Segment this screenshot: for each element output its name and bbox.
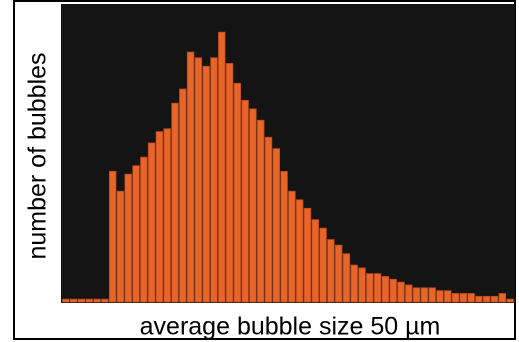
- histogram-bar: [327, 239, 335, 303]
- histogram-bar: [451, 293, 460, 303]
- histogram-bar: [311, 219, 319, 303]
- histogram-bar: [444, 290, 452, 303]
- histogram-bar: [490, 295, 499, 303]
- histogram-bar: [319, 227, 327, 303]
- histogram-bar: [85, 298, 93, 303]
- histogram-bar: [358, 267, 366, 303]
- histogram-bar: [116, 190, 125, 303]
- histogram-bar: [295, 199, 304, 303]
- histogram-bar: [459, 293, 468, 303]
- histogram-bar: [62, 298, 70, 303]
- histogram-bar: [397, 281, 405, 303]
- histogram-bar: [373, 273, 382, 303]
- histogram-bar: [108, 170, 117, 303]
- histogram-bar: [303, 207, 312, 303]
- y-axis-label: number of bubbles: [23, 52, 52, 260]
- histogram-bar: [436, 290, 444, 303]
- histogram-bar: [498, 293, 507, 303]
- histogram-bar: [186, 51, 195, 303]
- histogram-bar: [233, 82, 242, 303]
- x-axis-label: average bubble size 50 µm: [139, 312, 441, 341]
- histogram-bar: [412, 287, 421, 303]
- histogram-bar: [194, 57, 203, 303]
- histogram-bar: [241, 99, 249, 303]
- histogram-bar: [147, 142, 156, 303]
- histogram-bar: [225, 63, 234, 303]
- histogram-bar: [389, 278, 397, 303]
- histogram-bar: [249, 108, 257, 303]
- histogram-bar: [288, 190, 296, 303]
- histogram-bar: [124, 173, 132, 303]
- histogram-bar: [101, 298, 109, 303]
- histogram-bar: [171, 102, 179, 303]
- histogram-bar: [93, 298, 101, 303]
- histogram-bar: [77, 298, 86, 303]
- histogram-bar: [475, 295, 483, 303]
- histogram-bar: [506, 298, 514, 303]
- histogram-bar: [428, 287, 436, 303]
- histogram-bar: [272, 148, 280, 303]
- histogram-bar: [467, 293, 475, 303]
- histogram-bar: [257, 119, 265, 303]
- histogram-bar: [280, 170, 288, 303]
- histogram-bar: [210, 57, 218, 303]
- bar-group: [62, 31, 514, 303]
- histogram-bar: [350, 264, 358, 303]
- histogram-bar: [218, 31, 226, 303]
- histogram-bar: [155, 131, 164, 303]
- histogram-bar: [342, 253, 351, 303]
- histogram-bar: [366, 273, 374, 303]
- histogram-bar: [483, 295, 491, 303]
- histogram-bar: [163, 128, 171, 303]
- histogram-bar: [140, 156, 148, 303]
- histogram-bar: [405, 284, 413, 303]
- histogram-bar: [264, 136, 273, 303]
- histogram-plot: [61, 4, 515, 303]
- histogram-bar: [132, 165, 140, 303]
- histogram-bar: [202, 65, 210, 303]
- histogram-bar: [420, 287, 429, 303]
- histogram-bar: [69, 298, 78, 303]
- histogram-bar: [381, 276, 390, 303]
- histogram-bar: [334, 244, 343, 303]
- histogram-bar: [179, 88, 187, 303]
